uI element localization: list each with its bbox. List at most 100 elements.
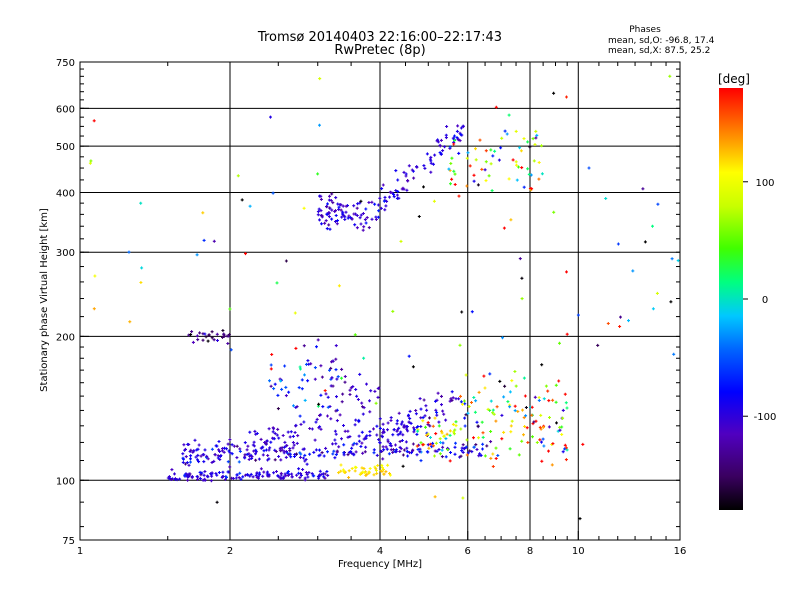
data-point xyxy=(357,434,361,438)
data-point xyxy=(299,455,302,459)
data-point xyxy=(388,195,391,199)
data-point xyxy=(330,376,334,380)
data-point xyxy=(195,475,199,478)
data-point xyxy=(542,397,546,401)
x-tick-label: 8 xyxy=(527,546,533,557)
data-point xyxy=(359,471,363,475)
data-point xyxy=(324,392,328,396)
data-point xyxy=(271,430,275,434)
stats-x: mean, sd,X: 87.5, 25.2 xyxy=(608,46,710,56)
data-point xyxy=(283,440,287,444)
data-point xyxy=(408,451,412,455)
data-point xyxy=(596,343,600,347)
data-point xyxy=(213,453,217,457)
data-point xyxy=(326,202,329,206)
data-point xyxy=(319,393,323,397)
data-point xyxy=(398,445,402,449)
data-point xyxy=(426,432,430,436)
data-point xyxy=(456,124,460,128)
data-point xyxy=(313,438,317,442)
data-point xyxy=(221,470,225,474)
data-point xyxy=(298,414,302,418)
data-point xyxy=(224,475,228,478)
data-point xyxy=(386,463,390,467)
data-point xyxy=(547,425,551,429)
data-point xyxy=(318,413,321,417)
data-point xyxy=(184,473,188,477)
y-axis-label: Stationary phase Virtual Height [km] xyxy=(39,208,50,392)
data-point xyxy=(248,474,252,478)
data-point xyxy=(214,472,218,475)
data-point xyxy=(534,136,538,140)
data-point xyxy=(333,429,337,433)
data-point xyxy=(202,238,206,242)
data-point xyxy=(365,382,368,386)
data-point xyxy=(432,199,436,203)
data-point xyxy=(361,212,365,215)
data-point xyxy=(361,451,365,455)
data-point xyxy=(424,425,427,429)
data-point xyxy=(433,153,437,157)
data-point xyxy=(190,476,194,480)
data-point xyxy=(418,450,422,454)
data-point xyxy=(186,474,190,478)
data-point xyxy=(426,421,430,425)
data-point xyxy=(523,394,527,398)
data-point xyxy=(529,173,533,177)
data-point xyxy=(331,442,334,446)
data-point xyxy=(337,284,341,288)
data-point xyxy=(370,217,374,221)
data-point xyxy=(416,448,420,451)
data-point xyxy=(339,208,343,212)
data-point xyxy=(454,420,458,424)
data-point xyxy=(405,188,409,192)
data-point xyxy=(460,310,464,314)
data-point xyxy=(466,411,470,415)
data-point xyxy=(240,198,244,202)
y-tick-label: 600 xyxy=(56,104,75,115)
data-point xyxy=(343,380,347,384)
stats-o: mean, sd,O: -96.8, 17.4 xyxy=(608,36,715,46)
data-point xyxy=(298,476,302,480)
data-point xyxy=(327,215,331,219)
data-point xyxy=(310,427,314,431)
data-point xyxy=(396,178,400,182)
data-point xyxy=(481,447,484,451)
data-point xyxy=(401,433,405,437)
data-point xyxy=(185,461,189,465)
data-point xyxy=(396,433,400,437)
data-point xyxy=(424,404,428,408)
data-point xyxy=(229,348,233,352)
data-point xyxy=(374,401,378,405)
data-point xyxy=(655,291,659,295)
data-point xyxy=(397,411,401,415)
data-point xyxy=(415,432,419,436)
data-point xyxy=(402,170,406,174)
data-point xyxy=(287,453,291,457)
data-point xyxy=(357,439,361,443)
data-point xyxy=(517,453,521,457)
data-point xyxy=(454,397,458,401)
data-point xyxy=(540,144,543,148)
data-point xyxy=(474,158,478,162)
data-point xyxy=(492,412,496,416)
data-point xyxy=(576,313,580,317)
data-point xyxy=(422,185,425,189)
data-point xyxy=(446,448,450,452)
data-point xyxy=(542,425,545,429)
data-point xyxy=(499,146,503,150)
data-point xyxy=(319,427,323,431)
data-point xyxy=(477,390,481,394)
data-point xyxy=(252,449,256,453)
data-point xyxy=(391,309,395,313)
data-point xyxy=(410,168,414,172)
data-point xyxy=(355,394,359,398)
data-point xyxy=(500,437,504,441)
data-point xyxy=(433,495,437,499)
data-point xyxy=(375,453,379,457)
data-point xyxy=(468,449,472,453)
data-point xyxy=(514,160,518,164)
data-point xyxy=(547,449,550,453)
data-point xyxy=(312,474,316,478)
data-point xyxy=(243,455,247,459)
